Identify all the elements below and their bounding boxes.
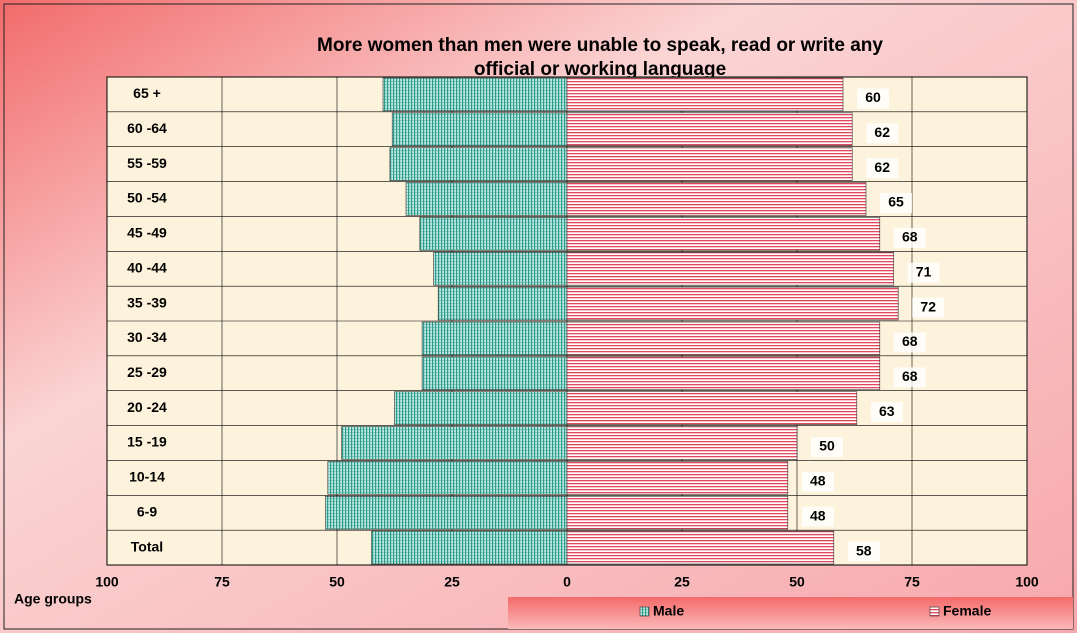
- legend-swatch: [639, 606, 650, 617]
- value-label-box: [893, 227, 926, 248]
- value-label: 62: [874, 159, 890, 175]
- bar: [421, 321, 568, 356]
- value-label: 50: [819, 438, 835, 454]
- y-tick-label: 40 -44: [127, 259, 167, 275]
- y-tick-label: 15 -19: [127, 434, 167, 450]
- value-label-box: [866, 123, 899, 144]
- value-label: 58: [856, 542, 872, 558]
- value-label-box: [893, 367, 926, 388]
- bar: [394, 391, 568, 425]
- bar: [327, 461, 568, 495]
- value-label: 68: [902, 333, 918, 349]
- x-tick-label: 0: [563, 574, 571, 590]
- x-tick-label: 50: [329, 574, 345, 590]
- bar: [566, 112, 853, 147]
- bar: [371, 530, 568, 565]
- y-tick-label: 45 -49: [127, 225, 167, 241]
- value-label: 65: [888, 194, 904, 210]
- value-label: 71: [916, 263, 932, 279]
- bar: [566, 461, 789, 495]
- value-label: 62: [874, 124, 890, 140]
- bar: [437, 286, 568, 321]
- bar: [566, 77, 844, 112]
- value-label-box: [870, 402, 903, 423]
- y-tick-label: 60 -64: [127, 120, 167, 136]
- legend-box: [508, 597, 1073, 629]
- value-label: 60: [865, 89, 881, 105]
- y-tick-label: 20 -24: [127, 399, 167, 415]
- y-tick-label: 65 +: [133, 85, 161, 101]
- y-axis-title: Age groups: [14, 591, 92, 607]
- bar: [566, 426, 798, 460]
- legend-swatch: [929, 606, 940, 617]
- bar: [566, 356, 881, 391]
- x-tick-label: 75: [214, 574, 230, 590]
- y-tick-label: 55 -59: [127, 155, 167, 171]
- value-label-box: [811, 437, 843, 457]
- x-tick-label: 50: [789, 574, 805, 590]
- bar: [433, 251, 568, 286]
- bar: [419, 217, 568, 251]
- x-tick-label: 25: [674, 574, 690, 590]
- value-label: 68: [902, 368, 918, 384]
- chart-title: More women than men were unable to speak…: [317, 35, 883, 80]
- x-tick-label: 100: [1015, 574, 1039, 590]
- bar: [566, 391, 858, 425]
- legend-label: Female: [943, 603, 991, 619]
- value-label: 48: [810, 507, 826, 523]
- value-label-box: [907, 262, 940, 283]
- legend-label: Male: [653, 603, 684, 619]
- y-tick-label: 10-14: [129, 469, 165, 485]
- value-label-box: [880, 193, 912, 213]
- bar: [391, 112, 568, 147]
- value-label: 48: [810, 473, 826, 489]
- bar: [566, 286, 899, 321]
- bar: [566, 321, 881, 356]
- bar: [566, 182, 867, 216]
- bar: [389, 147, 568, 181]
- value-label: 72: [920, 298, 936, 314]
- value-label-box: [912, 297, 945, 318]
- value-label-box: [847, 541, 880, 562]
- x-tick-label: 75: [904, 574, 920, 590]
- bar: [566, 251, 894, 286]
- bar: [421, 356, 568, 391]
- bar: [325, 495, 568, 530]
- y-tick-label: 30 -34: [127, 329, 167, 345]
- bar: [341, 426, 568, 460]
- y-tick-label: 50 -54: [127, 190, 167, 206]
- bar: [405, 182, 568, 216]
- y-tick-label: Total: [131, 538, 163, 554]
- x-tick-label: 100: [95, 574, 119, 590]
- bar: [566, 217, 881, 251]
- value-label-box: [801, 471, 834, 492]
- y-tick-label: 25 -29: [127, 364, 167, 380]
- value-label-box: [801, 506, 834, 527]
- bar: [566, 495, 789, 530]
- value-label: 63: [879, 403, 895, 419]
- bar: [382, 77, 568, 112]
- value-label-box: [866, 158, 899, 179]
- y-tick-label: 6-9: [137, 503, 157, 519]
- y-tick-label: 35 -39: [127, 294, 167, 310]
- value-label-box: [857, 88, 889, 109]
- value-label: 68: [902, 229, 918, 245]
- bar: [566, 530, 835, 565]
- bar: [566, 147, 853, 181]
- x-tick-label: 25: [444, 574, 460, 590]
- value-label-box: [893, 332, 926, 353]
